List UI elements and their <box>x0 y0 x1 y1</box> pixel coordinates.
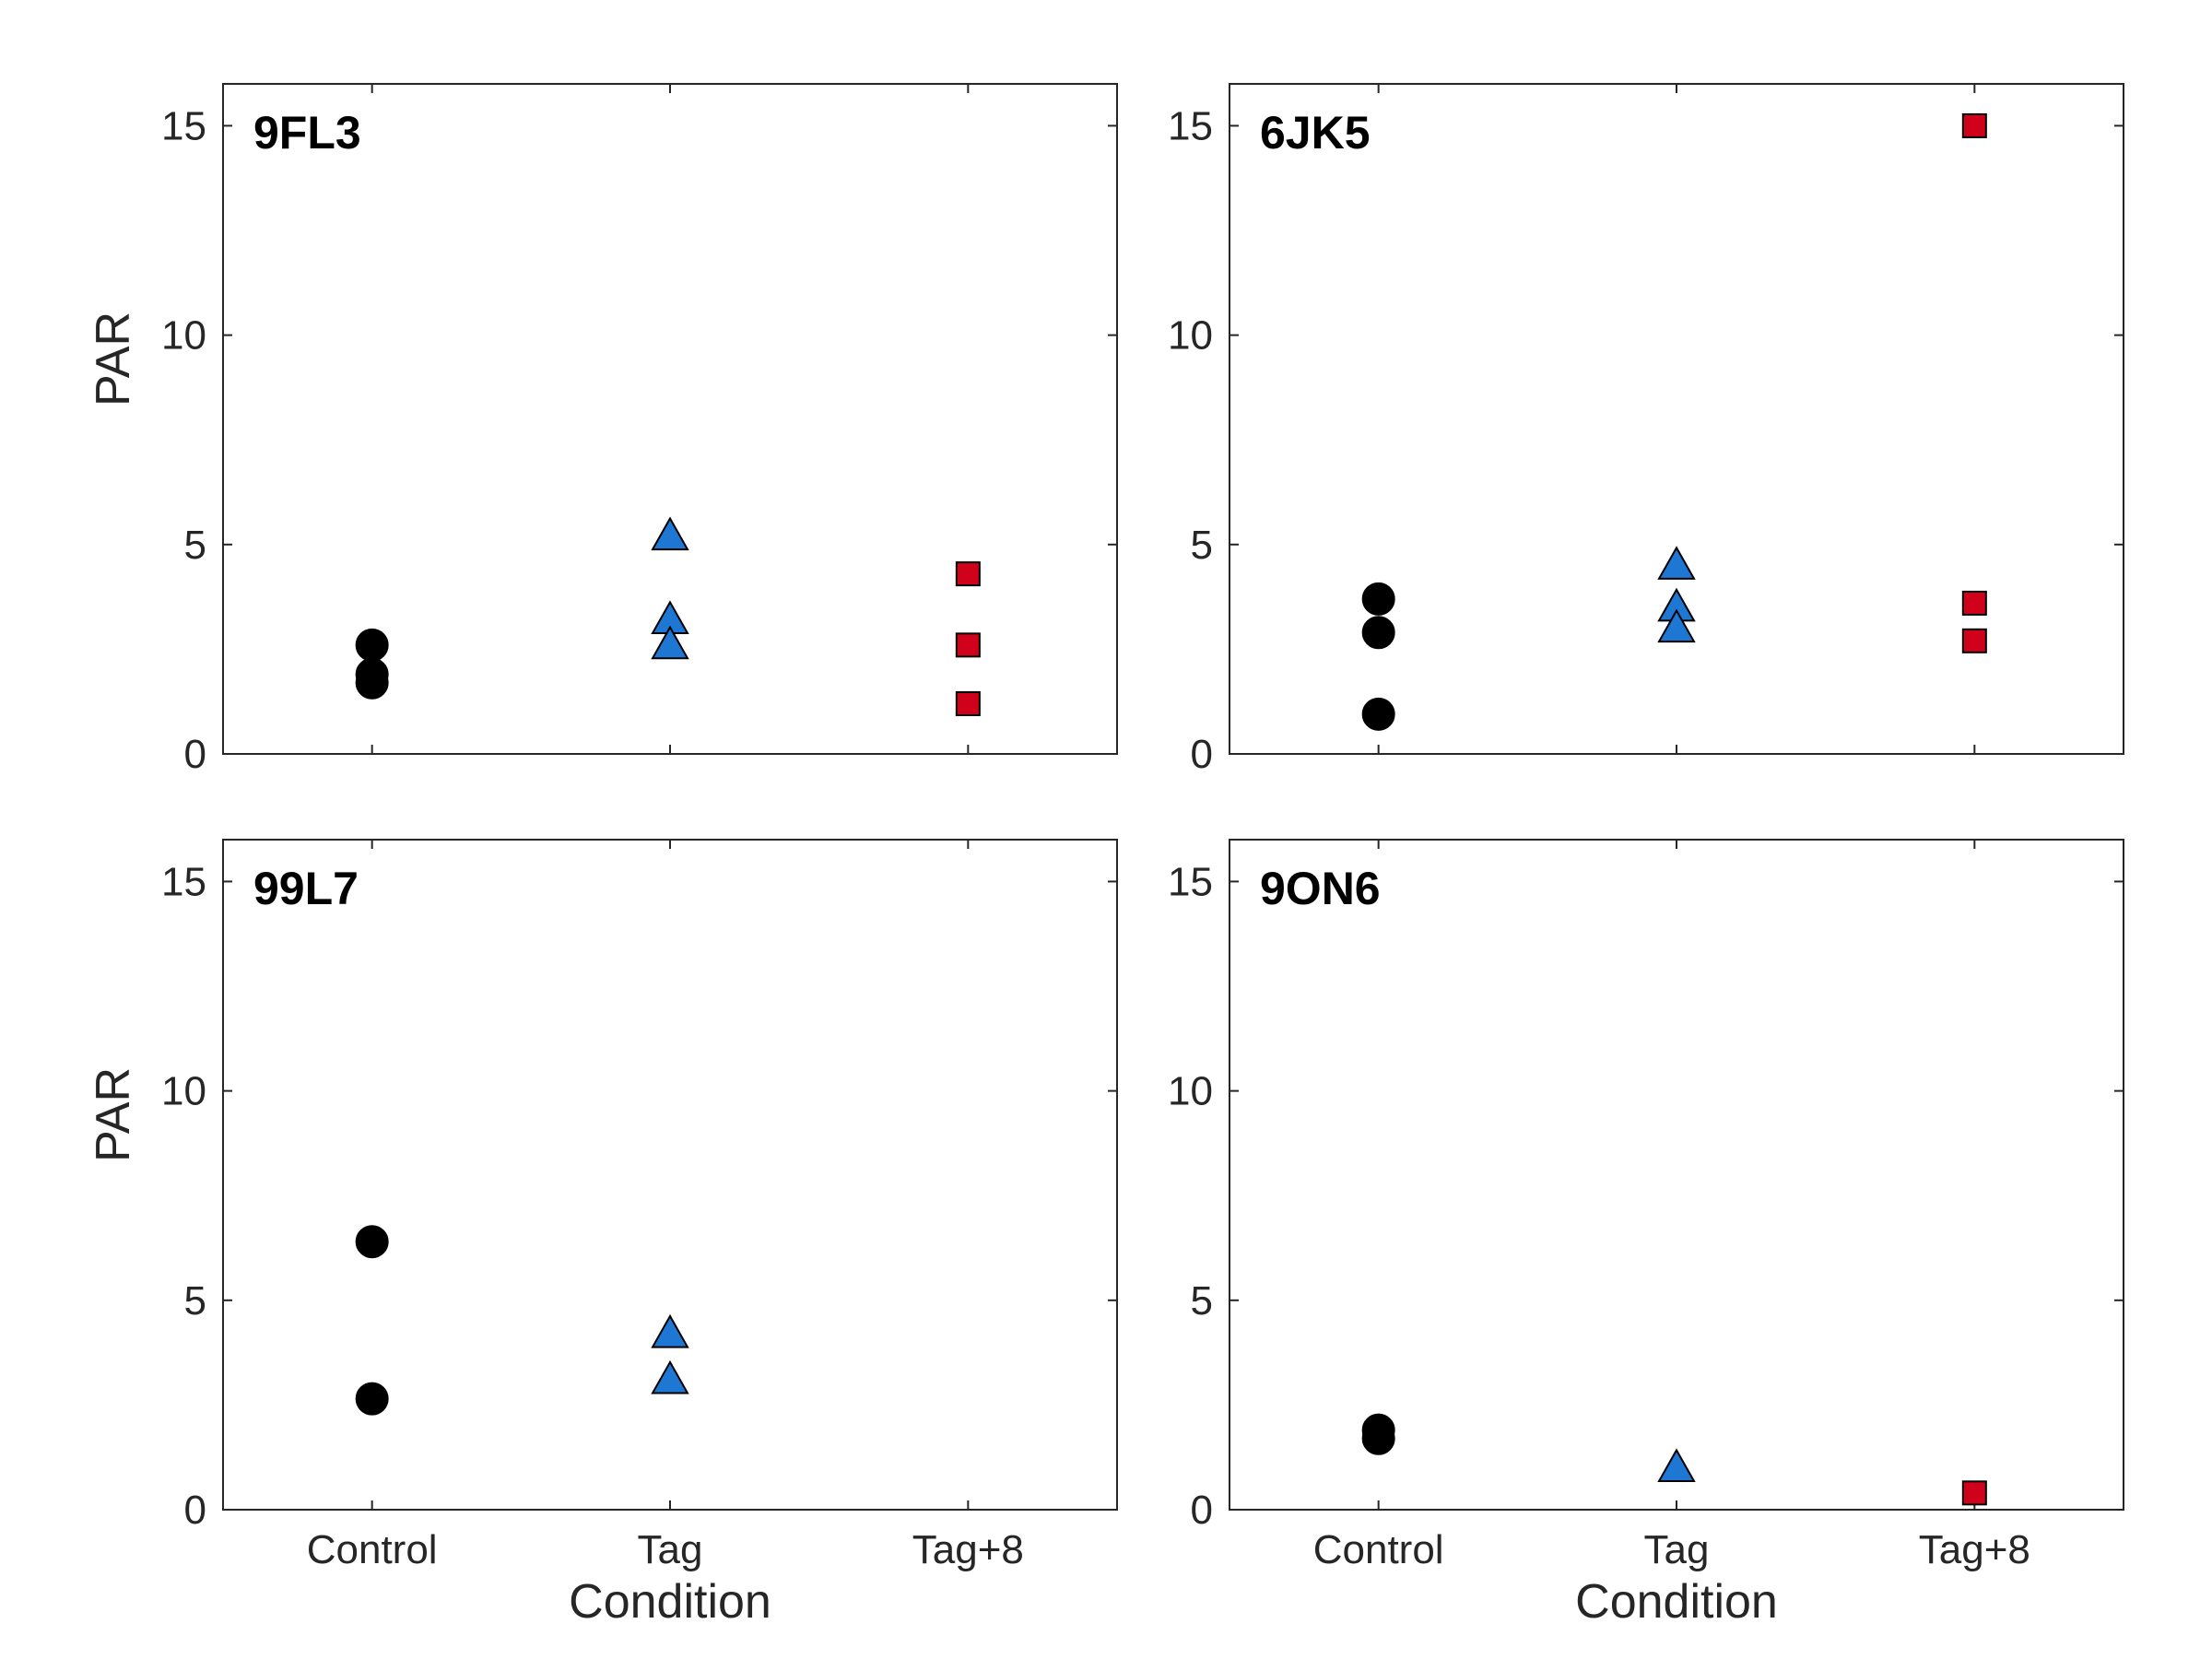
y-axis-title: PAR <box>87 312 140 406</box>
data-point-circle <box>1361 616 1395 650</box>
data-point-square <box>1961 1480 1987 1506</box>
x-axis-title: Condition <box>569 1575 771 1629</box>
data-point-triangle <box>651 1359 689 1394</box>
data-point-square <box>1961 590 1987 616</box>
data-point-square <box>1961 628 1987 653</box>
y-tick-label: 15 <box>161 859 206 904</box>
y-tick-label: 15 <box>1168 859 1213 904</box>
data-point-triangle <box>1657 608 1696 643</box>
y-tick-label: 10 <box>1168 1069 1213 1114</box>
y-tick-label: 0 <box>1191 1488 1213 1533</box>
y-tick-label: 5 <box>1191 523 1213 568</box>
plot-frame-1 <box>1229 83 2124 755</box>
y-tick-label: 10 <box>161 313 206 359</box>
x-tick-label: Tag <box>1644 1527 1710 1572</box>
y-tick-label: 15 <box>1168 103 1213 148</box>
data-point-triangle <box>651 516 689 551</box>
panel-label: 9ON6 <box>1260 863 1381 914</box>
x-tick-label: Control <box>1313 1527 1444 1572</box>
data-point-triangle <box>651 1313 689 1348</box>
data-point-square <box>955 690 981 716</box>
y-axis-title: PAR <box>87 1067 140 1162</box>
y-tick-label: 10 <box>161 1069 206 1114</box>
data-point-circle <box>355 665 389 700</box>
y-tick-label: 0 <box>1191 732 1213 777</box>
x-tick-label: Tag <box>638 1527 703 1572</box>
data-point-circle <box>1361 582 1395 616</box>
data-point-square <box>955 561 981 587</box>
panel-label: 9FL3 <box>253 107 361 159</box>
y-tick-label: 5 <box>1191 1278 1213 1324</box>
data-point-square <box>955 632 981 658</box>
plot-frame-3 <box>1229 839 2124 1511</box>
y-tick-label: 15 <box>161 103 206 148</box>
panel-label: 99L7 <box>253 863 359 914</box>
data-point-triangle <box>1657 546 1696 580</box>
x-tick-label: Control <box>307 1527 438 1572</box>
y-tick-label: 5 <box>184 1278 206 1324</box>
data-point-circle <box>355 628 389 662</box>
data-point-square <box>1961 112 1987 138</box>
x-tick-label: Tag+8 <box>1919 1527 2030 1572</box>
panel-label: 6JK5 <box>1260 107 1371 159</box>
data-point-triangle <box>1657 1448 1696 1482</box>
data-point-circle <box>1361 697 1395 731</box>
data-point-triangle <box>651 625 689 660</box>
y-tick-label: 0 <box>184 1488 206 1533</box>
x-axis-title: Condition <box>1575 1575 1778 1629</box>
data-point-circle <box>1361 1421 1395 1455</box>
y-tick-label: 10 <box>1168 313 1213 359</box>
plot-frame-2 <box>222 839 1118 1511</box>
data-point-circle <box>355 1225 389 1259</box>
y-tick-label: 5 <box>184 523 206 568</box>
y-tick-label: 0 <box>184 732 206 777</box>
data-point-circle <box>355 1382 389 1416</box>
x-tick-label: Tag+8 <box>912 1527 1024 1572</box>
